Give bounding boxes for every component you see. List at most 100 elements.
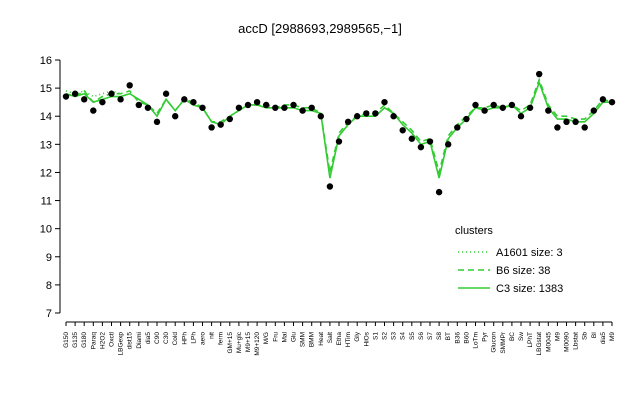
x-tick-label: Lbstat <box>573 332 580 350</box>
x-tick-label: S5 <box>409 332 416 340</box>
x-tick-label: Heat <box>318 332 325 346</box>
x-tick-label: aero <box>200 332 207 345</box>
data-point <box>135 101 142 109</box>
y-tick-label: 11 <box>41 196 52 208</box>
x-tick-label: C90 <box>154 332 161 344</box>
x-tick-label: H2O2 <box>99 332 106 349</box>
data-point <box>445 141 452 148</box>
data-point <box>563 118 570 126</box>
x-tick-label: Gly <box>354 331 361 342</box>
x-tick-label: SMMPr <box>500 331 507 354</box>
data-point <box>463 115 470 123</box>
x-tick-label: BT <box>445 332 452 340</box>
y-tick-label: 9 <box>46 252 52 264</box>
legend-label: A1601 size: 3 <box>496 247 563 259</box>
data-point <box>499 104 506 111</box>
data-point <box>554 124 561 131</box>
data-point <box>608 98 616 106</box>
data-point <box>144 104 152 111</box>
x-tick-label: M0090 <box>564 332 571 352</box>
data-point <box>454 124 461 131</box>
data-point <box>108 90 115 97</box>
x-tick-label: M9+15 <box>245 332 252 352</box>
data-point <box>590 107 597 114</box>
data-point <box>181 96 188 103</box>
x-tick-label: C30 <box>163 332 170 344</box>
series-line <box>65 80 612 179</box>
x-tick-label: HTim <box>345 332 352 347</box>
x-tick-label: M9 <box>609 332 616 341</box>
data-point <box>299 107 306 114</box>
y-tick-label: 8 <box>46 280 52 292</box>
data-point <box>208 124 215 131</box>
x-tick-label: SMM <box>300 332 307 347</box>
legend-label: C3 size: 1383 <box>496 283 563 295</box>
data-point <box>390 113 397 120</box>
x-tick-label: B60 <box>463 332 470 344</box>
y-tick-label: 13 <box>40 139 52 151</box>
data-point <box>508 101 516 109</box>
y-tick-label: 14 <box>40 111 52 123</box>
x-tick-label: LPhT <box>527 332 534 348</box>
x-tick-label: Glu <box>291 332 298 343</box>
y-tick-label: 10 <box>40 224 52 236</box>
data-point <box>126 82 133 89</box>
data-point <box>90 107 97 114</box>
x-tick-label: BMM <box>309 332 316 347</box>
data-point <box>536 70 543 78</box>
x-tick-label: BC <box>509 332 516 341</box>
data-point <box>235 104 243 111</box>
x-tick-label: Etha <box>336 332 343 346</box>
data-point <box>599 96 607 103</box>
x-tick-label: Oxctl <box>109 331 116 346</box>
data-point <box>253 98 261 106</box>
data-point <box>435 188 443 196</box>
x-tick-label: ferm <box>218 332 225 345</box>
data-point <box>71 90 79 97</box>
data-point <box>408 135 415 142</box>
data-point <box>117 96 124 103</box>
data-point <box>335 138 343 145</box>
data-point <box>344 118 352 126</box>
x-tick-label: HiOs <box>363 331 370 346</box>
data-point <box>363 110 370 117</box>
data-point <box>153 118 161 126</box>
x-tick-label: Paraq <box>90 332 97 350</box>
data-point <box>581 124 588 131</box>
data-point <box>417 143 425 151</box>
y-tick-label: 15 <box>40 83 52 95</box>
data-point <box>308 104 315 111</box>
x-tick-label: G180 <box>81 332 88 348</box>
x-tick-label: M0045 <box>545 332 552 352</box>
data-point <box>472 101 479 109</box>
x-tick-label: S2 <box>382 332 389 340</box>
data-point <box>244 101 252 109</box>
data-point <box>190 98 197 106</box>
chart-title: accD [2988693,2989565,−1] <box>238 21 402 36</box>
data-point <box>281 104 288 111</box>
x-tick-label: dia5 <box>145 332 152 345</box>
x-tick-label: M9 <box>554 332 561 341</box>
data-point <box>226 115 233 123</box>
x-tick-label: S6 <box>418 332 425 340</box>
x-tick-label: S1 <box>372 332 379 340</box>
data-point <box>381 98 388 106</box>
data-point <box>372 110 379 117</box>
data-point <box>290 101 297 109</box>
x-tick-label: LBGstat <box>536 332 543 356</box>
x-tick-label: Mal <box>281 331 288 342</box>
y-tick-label: 7 <box>46 308 52 320</box>
x-tick-label: S4 <box>400 332 407 340</box>
x-tick-label: M9+120 <box>254 332 261 356</box>
data-point <box>426 138 434 145</box>
x-tick-label: LBGexp <box>118 332 125 356</box>
data-point <box>517 113 525 120</box>
x-tick-label: Glucon <box>491 332 498 353</box>
x-tick-label: Sb <box>582 332 589 340</box>
x-tick-label: G150 <box>63 332 70 348</box>
x-tick-label: LPh <box>190 332 197 344</box>
legend-title: clusters <box>455 225 493 237</box>
x-tick-label: Cold <box>172 332 179 346</box>
